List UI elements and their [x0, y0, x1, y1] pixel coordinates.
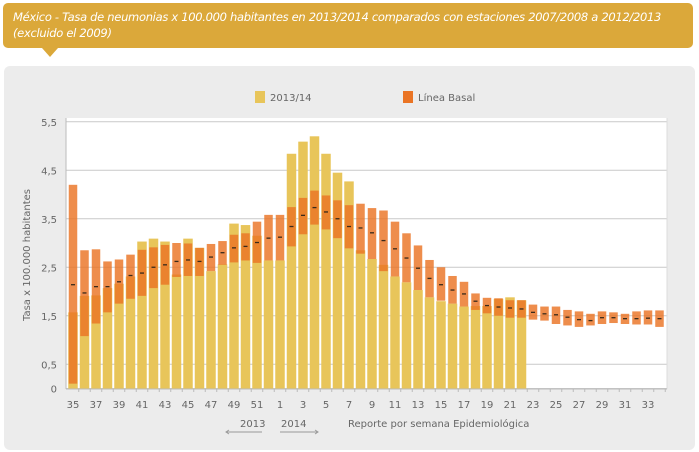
x-tick-label: 49: [228, 400, 241, 411]
bar-2013-14-week-20: [493, 298, 504, 389]
x-tick-label: 5: [323, 400, 329, 411]
bar-2013-14-week-14: [424, 297, 435, 389]
year-label-2013: 2013: [240, 419, 265, 430]
y-tick-label: 2,5: [41, 263, 57, 274]
x-tick-label: 19: [481, 400, 494, 411]
bar-2013-14-week-42: [148, 238, 159, 389]
x-tick-label: 51: [251, 400, 264, 411]
bar-2013-14-week-44: [171, 274, 182, 389]
baseline-range-week-40: [126, 254, 135, 299]
bar-2013-14-week-3: [298, 141, 308, 389]
x-tick-label: 43: [159, 400, 172, 411]
legend-swatch-linea-basal: [403, 91, 413, 103]
bar-2013-14-week-1: [275, 260, 285, 389]
x-tick-label: 35: [67, 400, 80, 411]
x-tick-label: 15: [435, 400, 448, 411]
y-tick-label: 1,5: [41, 312, 57, 323]
x-axis-label: Reporte por semana Epidemiológica: [348, 418, 529, 430]
bar-2013-14-week-21: [505, 297, 515, 389]
x-tick-label: 13: [412, 400, 425, 411]
baseline-range-week-44: [172, 243, 181, 277]
bar-2013-14-week-22: [516, 300, 527, 389]
bar-2013-14-week-47: [206, 271, 216, 389]
bar-2013-14-week-39: [114, 283, 124, 389]
x-tick-label: 27: [573, 400, 586, 411]
x-tick-label: 37: [90, 400, 103, 411]
bar-2013-14-week-12: [401, 282, 412, 389]
x-tick-label: 21: [504, 400, 517, 411]
bar-2013-14-week-51: [252, 235, 262, 389]
bar-2013-14-week-43: [160, 241, 170, 389]
year-label-2014: 2014: [281, 419, 306, 430]
bar-2013-14-week-45: [183, 238, 193, 389]
bar-2013-14-week-48: [217, 264, 228, 389]
bar-2013-14-week-13: [413, 290, 423, 389]
baseline-range-week-28: [586, 313, 595, 326]
y-tick-label: 0: [51, 385, 57, 396]
bar-2013-14-week-38: [102, 288, 113, 389]
bar-2013-14-week-36: [79, 295, 90, 389]
x-tick-label: 31: [619, 400, 632, 411]
bar-2013-14-week-19: [482, 306, 492, 389]
bar-2013-14-week-2: [286, 153, 297, 389]
y-tick-label: 0,5: [41, 360, 57, 371]
legend-swatch-2013-14: [255, 91, 265, 103]
baseline-range-week-15: [436, 267, 446, 301]
x-tick-label: 45: [182, 400, 195, 411]
bar-2013-14-week-41: [137, 241, 147, 389]
baseline-range-week-21: [505, 300, 515, 318]
y-tick-label: 5,5: [41, 118, 57, 129]
y-tick-label: 4,5: [41, 166, 57, 177]
x-tick-label: 17: [458, 400, 471, 411]
bar-2013-14-week-17: [459, 306, 469, 389]
x-tick-label: 29: [596, 400, 609, 411]
baseline-range-week-9: [367, 208, 377, 260]
y-axis-label: Tasa x 100.000 habitantes: [22, 189, 33, 322]
bar-2013-14-week-9: [367, 259, 377, 389]
x-tick-label: 47: [205, 400, 218, 411]
legend: 2013/14 Línea Basal: [255, 91, 475, 104]
bar-2013-14-week-5: [321, 153, 331, 389]
bar-2013-14-week-16: [447, 303, 458, 389]
baseline-range-week-33: [643, 310, 653, 325]
x-tick-label: 33: [642, 400, 655, 411]
bar-2013-14-week-15: [436, 301, 446, 389]
year-arrow-right: [280, 429, 319, 435]
bar-2013-14-week-52: [263, 260, 274, 389]
x-tick-label: 23: [527, 400, 540, 411]
x-tick-label: 11: [389, 400, 402, 411]
bar-2013-14-week-6: [332, 172, 343, 389]
y-tick-label: 3,5: [41, 215, 57, 226]
bar-2013-14-week-46: [194, 247, 205, 389]
bar-2013-14-week-10: [378, 264, 389, 389]
x-tick-label: 41: [136, 400, 149, 411]
bar-2013-14-week-37: [91, 295, 101, 389]
bar-2013-14-week-7: [344, 181, 354, 389]
bar-2013-14-week-50: [240, 225, 251, 389]
bar-2013-14-week-4: [309, 136, 320, 389]
bar-2013-14-week-40: [125, 276, 136, 389]
x-tick-label: 7: [346, 400, 352, 411]
bar-2013-14-week-11: [390, 276, 400, 389]
x-tick-label: 25: [550, 400, 563, 411]
title-banner: México - Tasa de neumonias x 100.000 hab…: [3, 3, 693, 48]
baseline-range-week-3: [298, 197, 308, 235]
bar-2013-14-week-18: [470, 306, 481, 389]
banner-pointer: [42, 48, 58, 57]
x-tick-label: 9: [369, 400, 375, 411]
baseline-range-week-32: [632, 311, 641, 325]
x-tick-label: 3: [300, 400, 306, 411]
chart-title: México - Tasa de neumonias x 100.000 hab…: [13, 10, 662, 40]
year-arrow-left: [225, 429, 262, 435]
x-tick-label: 1: [277, 400, 283, 411]
x-tick-label: 39: [113, 400, 126, 411]
bar-2013-14-week-8: [355, 250, 366, 389]
baseline-range-week-49: [229, 234, 239, 263]
legend-label-linea-basal: Línea Basal: [418, 92, 475, 104]
legend-label-2013-14: 2013/14: [270, 93, 312, 104]
bar-2013-14-week-49: [229, 223, 239, 389]
baseline-range-week-8: [356, 203, 365, 254]
